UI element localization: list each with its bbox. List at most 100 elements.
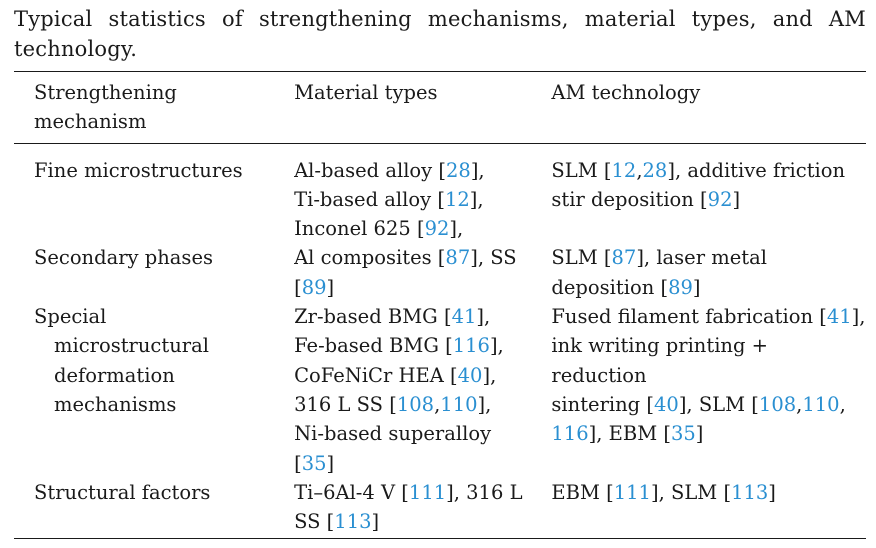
cell-text: Zr-based BMG [ (294, 305, 452, 329)
cell-text: ] (695, 422, 704, 446)
reference-link[interactable]: 108 (758, 392, 797, 416)
mechanism-cell: Structural factors (34, 480, 211, 504)
cell-line: ink writing printing + reduction (551, 331, 866, 390)
table-row: Special microstructural deformation mech… (14, 302, 866, 478)
cell-line: CoFeNiCr HEA [40], (294, 361, 551, 390)
reference-link[interactable]: 111 (408, 480, 447, 504)
reference-link[interactable]: 40 (457, 363, 483, 387)
reference-link[interactable]: 89 (301, 275, 327, 299)
header-mechanism-line: Strengthening (34, 81, 177, 104)
cell-line: Ti-based alloy [12], (294, 185, 551, 214)
cell-text: SS [ (294, 510, 335, 534)
table-top-rule (14, 71, 866, 72)
mechanism-cell: Special microstructural deformation mech… (14, 302, 294, 478)
cell-text: , (839, 392, 846, 416)
cell-text: ink writing printing + reduction (551, 334, 769, 387)
reference-link[interactable]: 110 (802, 392, 840, 416)
reference-link[interactable]: 116 (551, 422, 589, 446)
cell-line: Zr-based BMG [41], (294, 302, 551, 331)
reference-link[interactable]: 35 (301, 451, 327, 475)
cell-line: Inconel 625 [92], (294, 214, 551, 243)
cell-text: ], additive friction (667, 158, 846, 182)
table-row: Fine microstructures Al-based alloy [28]… (14, 156, 866, 244)
cell-text: ], EBM [ (588, 422, 671, 446)
cell-text: ], (851, 305, 866, 329)
reference-link[interactable]: 92 (424, 217, 450, 241)
materials-cell: Ti–6Al-4 V [111], 316 L SS [113] (294, 478, 551, 537)
cell-text: deposition [ (551, 275, 669, 299)
cell-text: stir deposition [ (551, 187, 708, 211)
reference-link[interactable]: 108 (396, 392, 435, 416)
reference-link[interactable]: 113 (731, 480, 769, 504)
reference-link[interactable]: 12 (611, 158, 637, 182)
cell-text: ] (326, 451, 335, 475)
cell-text: Inconel 625 [ (294, 217, 425, 241)
reference-link[interactable]: 28 (446, 158, 471, 182)
cell-line: Al composites [87], SS (294, 243, 551, 272)
materials-cell: Al composites [87], SS [89] (294, 243, 551, 302)
cell-line: SLM [12,28], additive friction (551, 156, 866, 185)
cell-text: ], SLM [ (678, 392, 759, 416)
reference-link[interactable]: 116 (452, 334, 490, 358)
reference-link[interactable]: 89 (668, 275, 693, 299)
reference-link[interactable]: 40 (653, 392, 679, 416)
cell-text: Ti–6Al-4 V [ (294, 480, 409, 504)
cell-text: Ni-based superalloy (294, 422, 492, 446)
cell-text: ], (449, 217, 464, 241)
reference-link[interactable]: 110 (440, 392, 478, 416)
table-header-row: Strengthening mechanism Material types A… (14, 78, 866, 148)
cell-text: SLM [ (551, 158, 612, 182)
cell-text: ], (470, 158, 485, 182)
cell-text: , (796, 392, 803, 416)
reference-link[interactable]: 111 (613, 480, 651, 504)
cell-text: ] (371, 510, 380, 534)
cell-text: ] (692, 275, 701, 299)
cell-text: ], SLM [ (650, 480, 732, 504)
reference-link[interactable]: 92 (707, 187, 733, 211)
cell-text: 316 L SS [ (294, 392, 397, 416)
mechanism-line: deformation (54, 363, 175, 387)
cell-text: Fe-based BMG [ (294, 334, 453, 358)
reference-link[interactable]: 35 (670, 422, 696, 446)
cell-text: ], 316 L (446, 480, 523, 504)
cell-line: SS [113] (294, 507, 551, 536)
cell-text: ], (489, 334, 504, 358)
cell-line: 316 L SS [108,110], (294, 390, 551, 419)
table-body: Fine microstructures Al-based alloy [28]… (14, 156, 866, 537)
cell-text: ], (469, 187, 484, 211)
cell-line: [89] (294, 273, 551, 302)
table-bottom-rule (14, 538, 866, 539)
cell-line: SLM [87], laser metal (551, 243, 866, 272)
cell-text: ], SS (470, 246, 517, 270)
table-caption: Typical statistics of strengthening mech… (14, 7, 866, 61)
reference-link[interactable]: 41 (826, 305, 852, 329)
technology-cell: SLM [87], laser metal deposition [89] (551, 243, 866, 302)
reference-link[interactable]: 113 (334, 510, 372, 534)
reference-link[interactable]: 41 (451, 305, 477, 329)
cell-text: ] (326, 275, 335, 299)
cell-text: sintering [ (551, 392, 654, 416)
cell-text: Al composites [ (294, 246, 446, 270)
reference-link[interactable]: 12 (444, 187, 470, 211)
mechanism-cell: Secondary phases (34, 246, 213, 270)
reference-link[interactable]: 87 (445, 246, 471, 270)
cell-text: Al-based alloy [ (294, 158, 446, 182)
statistics-table: Strengthening mechanism Material types A… (14, 78, 866, 536)
cell-line: stir deposition [92] (551, 185, 866, 214)
cell-text: , (434, 392, 441, 416)
cell-line: Ti–6Al-4 V [111], 316 L (294, 478, 551, 507)
reference-link[interactable]: 28 (642, 158, 668, 182)
reference-link[interactable]: 87 (611, 246, 637, 270)
technology-cell: EBM [111], SLM [113] (551, 478, 866, 537)
cell-line: Ni-based superalloy (294, 419, 551, 448)
cell-text: ], (476, 305, 491, 329)
header-mechanism-line: mechanism (34, 110, 147, 134)
cell-text: ], (477, 392, 492, 416)
cell-line: EBM [111], SLM [113] (551, 478, 866, 507)
mechanism-line: Special (34, 305, 107, 329)
technology-cell: SLM [12,28], additive friction stir depos… (551, 156, 866, 244)
header-technology: AM technology (551, 81, 701, 104)
cell-text: ], laser metal (636, 246, 767, 270)
cell-text: , (636, 158, 643, 182)
cell-line: Fused filament fabrication [41], (551, 302, 866, 331)
